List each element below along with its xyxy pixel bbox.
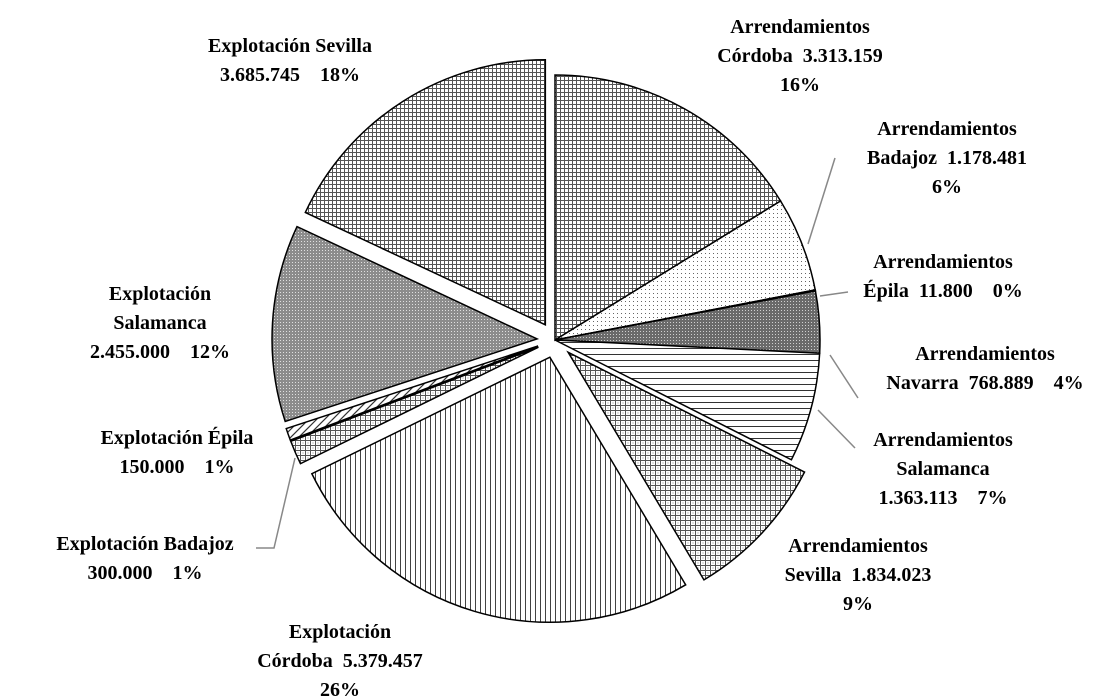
slice-label-line: Explotación [109,283,211,305]
slice-label-line: Explotación Sevilla [208,35,372,57]
slice-label-line: Explotación Épila [101,426,254,449]
leader-line-arrendamientos-salamanca [817,409,856,449]
pie-slices [271,59,821,623]
slice-label-line: 9% [843,593,873,615]
slice-label-explotacion-cordoba: Explotación Córdoba 5.379.457 26% [257,621,423,700]
pie-slice-explotacion-cordoba [310,356,687,623]
slice-label-arrendamientos-cordoba: Arrendamientos Córdoba 3.313.159 16% [717,16,883,96]
leader-line-explotacion-badajoz [256,457,296,549]
pie-slice-explotacion-badajoz [289,346,539,465]
leader-lines [256,157,859,549]
pie-slice-arrendamientos-cordoba [554,74,782,342]
slice-label-line: 26% [320,679,360,700]
slice-label-line: 2.455.000 12% [90,341,230,363]
leader-line-arrendamientos-navarra [829,354,859,399]
slice-label-line: Arrendamientos [873,251,1013,273]
slice-label-arrendamientos-epila: Arrendamientos Épila 11.800 0% [863,251,1022,302]
slice-label-line: Badajoz 1.178.481 [867,147,1027,169]
slice-label-line: 6% [932,176,962,198]
slice-label-line: Arrendamientos [915,343,1055,365]
slice-label-explotacion-sevilla: Explotación Sevilla 3.685.745 18% [208,35,372,86]
slice-label-line: Salamanca [113,312,206,334]
slice-label-line: 16% [780,74,820,96]
slice-labels: Arrendamientos Córdoba 3.313.159 16%Arrend… [56,16,1083,700]
slice-label-arrendamientos-salamanca: Arrendamientos Salamanca 1.363.113 7% [873,429,1013,509]
slice-label-line: Épila 11.800 0% [863,279,1022,302]
leader-line-arrendamientos-badajoz [807,157,836,245]
pie-slice-explotacion-epila [285,345,539,442]
slice-label-line: Arrendamientos [730,16,870,38]
pie-slice-arrendamientos-salamanca [554,339,821,461]
leader-line-arrendamientos-epila [819,291,849,297]
slice-label-line: Arrendamientos [788,535,928,557]
slice-label-line: Explotación [289,621,391,643]
slice-label-arrendamientos-navarra: Arrendamientos Navarra 768.889 4% [886,343,1083,394]
slice-label-line: Córdoba 3.313.159 [717,45,883,67]
pie-slice-explotacion-salamanca [271,225,540,423]
slice-label-explotacion-salamanca: Explotación Salamanca 2.455.000 12% [90,283,230,363]
slice-label-explotacion-epila: Explotación Épila 150.000 1% [101,426,254,478]
slice-label-line: 300.000 1% [88,562,203,584]
slice-label-line: 150.000 1% [120,456,235,478]
slice-label-line: 3.685.745 18% [220,64,360,86]
pie-slice-explotacion-sevilla [304,59,547,326]
slice-label-line: Explotación Badajoz [56,533,233,555]
slice-label-arrendamientos-sevilla: Arrendamientos Sevilla 1.834.023 9% [785,535,932,615]
slice-label-line: Sevilla 1.834.023 [785,564,932,586]
slice-label-line: Salamanca [896,458,989,480]
slice-label-line: Navarra 768.889 4% [886,372,1083,394]
slice-label-line: Arrendamientos [877,118,1017,140]
slice-label-line: Córdoba 5.379.457 [257,650,423,672]
slice-label-line: Arrendamientos [873,429,1013,451]
slice-label-arrendamientos-badajoz: Arrendamientos Badajoz 1.178.481 6% [867,118,1027,198]
slice-label-explotacion-badajoz: Explotación Badajoz 300.000 1% [56,533,233,584]
slice-label-line: 1.363.113 7% [879,487,1008,509]
pie-slice-arrendamientos-sevilla [566,350,806,581]
